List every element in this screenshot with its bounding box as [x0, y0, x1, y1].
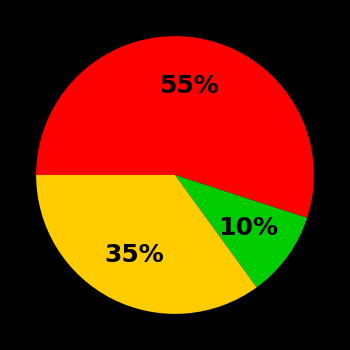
- Text: 35%: 35%: [104, 244, 164, 267]
- Text: 55%: 55%: [159, 74, 219, 98]
- Text: 10%: 10%: [218, 216, 278, 240]
- Wedge shape: [36, 36, 314, 218]
- Wedge shape: [36, 175, 257, 314]
- Wedge shape: [175, 175, 307, 287]
